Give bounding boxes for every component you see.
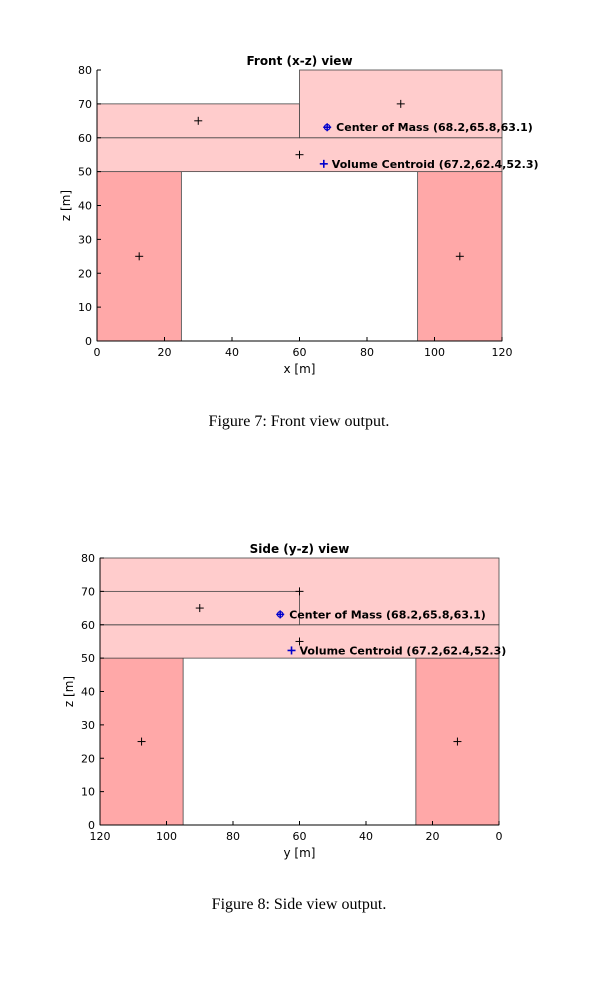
x-tick-label: 40 [225, 346, 239, 359]
y-tick-label: 20 [78, 267, 92, 280]
volume-centroid-label: Volume Centroid (67.2,62.4,52.3) [300, 644, 507, 657]
member-centroid-mark [135, 252, 144, 261]
y-tick-label: 60 [81, 619, 95, 632]
x-tick-label: 80 [226, 830, 240, 843]
member-centroid-mark [295, 637, 304, 646]
x-tick-label: 40 [359, 830, 373, 843]
volume-centroid-marker [287, 646, 296, 655]
center-of-mass-marker [276, 610, 285, 619]
member-centroid-mark [396, 99, 405, 108]
front-view-plot: 0 20 40 60 80 100 120 0 10 20 30 40 50 60 70 80 Front (x… [59, 54, 539, 376]
figure-7-caption: Figure 7: Front view output. [208, 413, 390, 430]
x-axis-label: y [m] [284, 846, 316, 860]
member-centroid-mark [455, 252, 464, 261]
y-tick-label: 70 [81, 585, 95, 598]
y-axis-label: z [m] [59, 190, 73, 221]
x-tick-label: 120 [90, 830, 111, 843]
chart-title: Front (x-z) view [246, 54, 352, 68]
y-tick-label: 80 [78, 64, 92, 77]
x-tick-label: 20 [158, 346, 172, 359]
x-tick-label: 60 [293, 830, 307, 843]
side-view-plot: 120 100 80 60 40 20 0 0 10 20 30 40 50 60 70 80 Side (y-… [62, 542, 507, 860]
y-tick-label: 50 [81, 652, 95, 665]
y-tick-label: 50 [78, 166, 92, 179]
figure-8-caption: Figure 8: Side view output. [211, 896, 387, 913]
member-centroid-mark [137, 737, 146, 746]
x-tick-label: 0 [94, 346, 101, 359]
y-tick-label: 10 [81, 786, 95, 799]
member-centroid-mark [453, 737, 462, 746]
figure-7: 0 20 40 60 80 100 120 0 10 20 30 40 50 60 70 80 Front (x… [0, 0, 598, 400]
y-tick-label: 10 [78, 301, 92, 314]
figure-8: 120 100 80 60 40 20 0 0 10 20 30 40 50 60 70 80 Side (y-… [62, 542, 507, 860]
y-tick-label: 70 [78, 98, 92, 111]
y-axis-label: z [m] [62, 676, 76, 707]
member-centroid-mark [195, 604, 204, 613]
x-tick-label: 20 [426, 830, 440, 843]
center-of-mass-marker [323, 123, 332, 132]
center-of-mass-label: Center of Mass (68.2,65.8,63.1) [289, 608, 486, 621]
x-axis-label: x [m] [284, 362, 316, 376]
y-tick-label: 20 [81, 752, 95, 765]
x-tick-label: 80 [360, 346, 374, 359]
chart-title: Side (y-z) view [250, 542, 350, 556]
member-centroid-mark [295, 150, 304, 159]
y-tick-label: 60 [78, 132, 92, 145]
y-tick-label: 30 [81, 719, 95, 732]
volume-centroid-marker [319, 159, 328, 168]
x-tick-label: 120 [492, 346, 513, 359]
y-tick-label: 40 [81, 686, 95, 699]
y-tick-label: 0 [88, 819, 95, 832]
x-tick-label: 100 [156, 830, 177, 843]
volume-centroid-label: Volume Centroid (67.2,62.4,52.3) [332, 158, 539, 171]
member-centroid-mark [295, 587, 304, 596]
x-tick-label: 60 [293, 346, 307, 359]
y-tick-label: 40 [78, 200, 92, 213]
y-tick-label: 30 [78, 233, 92, 246]
center-of-mass-label: Center of Mass (68.2,65.8,63.1) [336, 121, 533, 134]
x-tick-label: 0 [496, 830, 503, 843]
x-tick-label: 100 [424, 346, 445, 359]
member-centroid-mark [194, 116, 203, 125]
y-tick-label: 80 [81, 552, 95, 565]
y-tick-label: 0 [85, 335, 92, 348]
